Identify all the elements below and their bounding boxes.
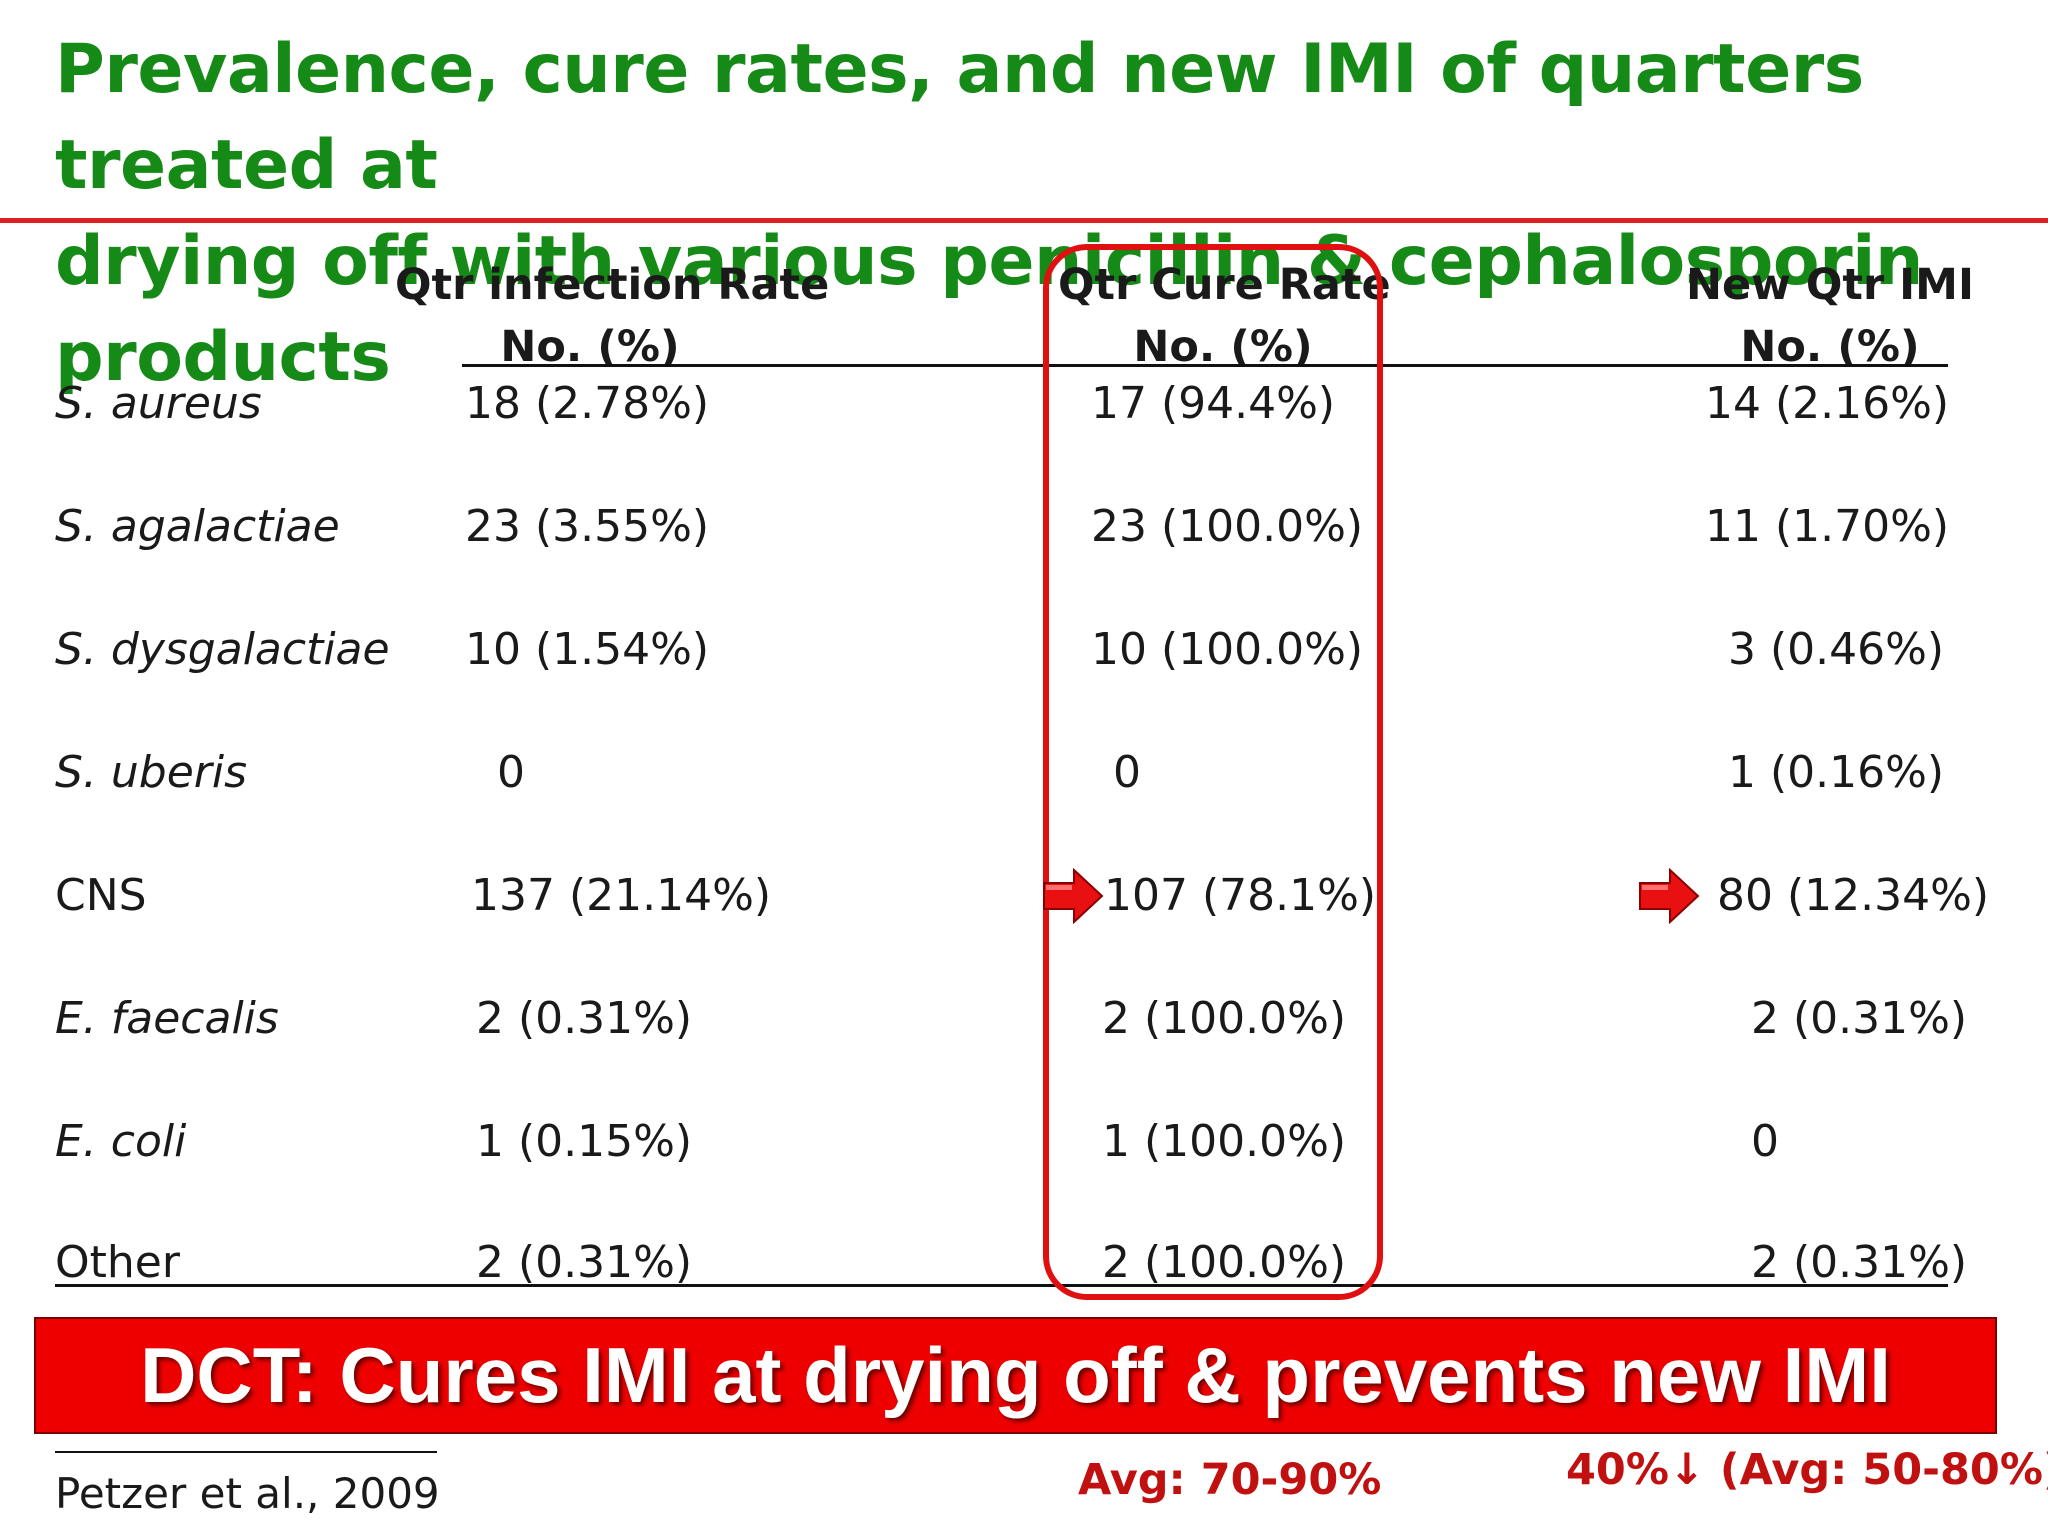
infection-cell: 0: [497, 747, 525, 798]
title-divider: [0, 218, 2048, 223]
new-imi-cell: 14 (2.16%): [1705, 378, 1950, 429]
organism-cell: S. dysgalactiae: [55, 624, 390, 675]
header-infection-rate: Qtr infection Rate No. (%): [395, 254, 830, 378]
infection-cell: 2 (0.31%): [476, 1237, 693, 1288]
red-arrow-right-icon: [1638, 867, 1700, 925]
infection-cell: 18 (2.78%): [465, 378, 710, 429]
infection-cell: 1 (0.15%): [476, 1116, 693, 1167]
organism-cell: E. faecalis: [55, 993, 279, 1044]
new-imi-cell: 3 (0.46%): [1728, 624, 1945, 675]
cure-cell: 10 (100.0%): [1091, 624, 1364, 675]
header-underline: [462, 364, 1948, 367]
conclusion-banner: DCT: Cures IMI at drying off & prevents …: [34, 1317, 1997, 1434]
organism-cell: S. aureus: [55, 378, 262, 429]
cure-cell: 2 (100.0%): [1102, 993, 1347, 1044]
infection-cell: 10 (1.54%): [465, 624, 710, 675]
red-arrow-right-icon: [1042, 867, 1104, 925]
header-cure-line-1: Qtr Cure Rate: [1058, 260, 1391, 310]
imi-average-note: 40%↓ (Avg: 50-80%): [1566, 1445, 2048, 1495]
cure-cell: 0: [1113, 747, 1141, 798]
title-line-1: Prevalence, cure rates, and new IMI of q…: [55, 30, 1864, 205]
cure-cell: 1 (100.0%): [1102, 1116, 1347, 1167]
header-infection-line-2: No. (%): [500, 322, 680, 372]
header-cure-rate: Qtr Cure Rate No. (%): [1058, 254, 1391, 378]
header-cure-line-2: No. (%): [1133, 322, 1313, 372]
table-bottom-rule: [55, 1284, 1948, 1287]
organism-cell: S. uberis: [55, 747, 248, 798]
title-line-2: drying off with various penicillin & cep…: [55, 222, 1923, 397]
new-imi-cell: 1 (0.16%): [1728, 747, 1945, 798]
organism-cell: E. coli: [55, 1116, 187, 1167]
cure-cell: 17 (94.4%): [1091, 378, 1336, 429]
new-imi-cell: 2 (0.31%): [1751, 1237, 1968, 1288]
new-imi-cell: 2 (0.31%): [1751, 993, 1968, 1044]
infection-cell: 137 (21.14%): [471, 870, 772, 921]
infection-cell: 2 (0.31%): [476, 993, 693, 1044]
cure-cell: 107 (78.1%): [1104, 870, 1377, 921]
cure-cell: 2 (100.0%): [1102, 1237, 1347, 1288]
header-new-imi: New Qtr IMI No. (%): [1640, 254, 2020, 378]
cure-cell: 23 (100.0%): [1091, 501, 1364, 552]
infection-cell: 23 (3.55%): [465, 501, 710, 552]
organism-cell: S. agalactiae: [55, 501, 340, 552]
new-imi-cell: 11 (1.70%): [1705, 501, 1950, 552]
citation: Petzer et al., 2009: [55, 1469, 440, 1518]
header-new-imi-line-1: New Qtr IMI: [1686, 260, 1974, 310]
header-new-imi-line-2: No. (%): [1740, 322, 1920, 372]
cure-average-note: Avg: 70-90%: [1078, 1455, 1382, 1505]
citation-rule: [55, 1451, 437, 1453]
organism-cell: Other: [55, 1237, 180, 1288]
header-infection-line-1: Qtr infection Rate: [395, 260, 830, 310]
new-imi-cell: 80 (12.34%): [1717, 870, 1990, 921]
slide-title: Prevalence, cure rates, and new IMI of q…: [55, 22, 2015, 406]
cure-column-highlight: [1043, 244, 1383, 1300]
new-imi-cell: 0: [1751, 1116, 1779, 1167]
organism-cell: CNS: [55, 870, 147, 921]
